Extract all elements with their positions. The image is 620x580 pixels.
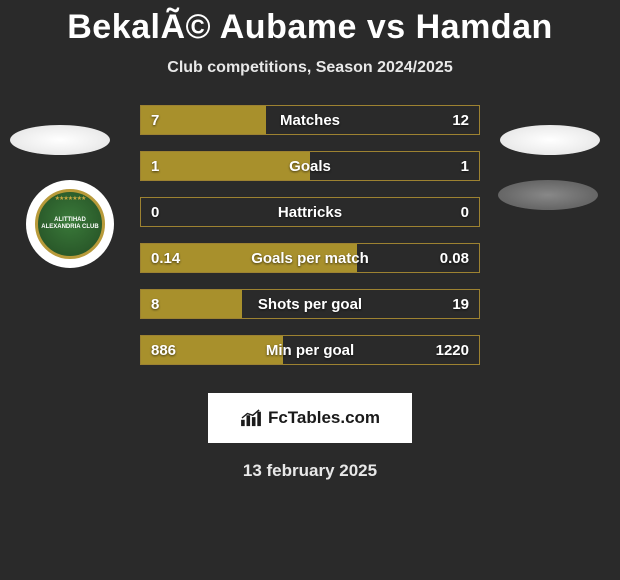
player-photo-right-1 [500,125,600,155]
date-label: 13 february 2025 [0,461,620,481]
bars-container: 7Matches12 1Goals1 0Hattricks0 0.14Goals pe… [140,105,480,381]
club-logo: ★★★★★★★ ALITTIHAD ALEXANDRIA CLUB [26,180,114,268]
bar-value-right: 1220 [436,336,469,364]
club-name: ALITTIHAD ALEXANDRIA CLUB [38,217,102,230]
bar-value-right: 0.08 [440,244,469,272]
bar-label: Hattricks [141,198,479,226]
bar-value-right: 0 [461,198,469,226]
brand-text: FcTables.com [268,408,380,428]
bar-label: Goals per match [141,244,479,272]
bar-label: Shots per goal [141,290,479,318]
bar-row: 1Goals1 [140,151,480,181]
bar-label: Min per goal [141,336,479,364]
bar-value-right: 19 [452,290,469,318]
brand-badge: FcTables.com [208,393,412,443]
bar-value-right: 1 [461,152,469,180]
bar-row: 0Hattricks0 [140,197,480,227]
page-title: BekalÃ© Aubame vs Hamdan [0,0,620,47]
subtitle: Club competitions, Season 2024/2025 [0,59,620,77]
bar-value-right: 12 [452,106,469,134]
comparison-chart: ★★★★★★★ ALITTIHAD ALEXANDRIA CLUB 7Match… [0,105,620,375]
bar-row: 0.14Goals per match0.08 [140,243,480,273]
club-stars-icon: ★★★★★★★ [55,195,86,202]
bar-label: Goals [141,152,479,180]
brand-chart-icon [240,409,262,427]
player-photo-left [10,125,110,155]
player-photo-right-2 [498,180,598,210]
bar-label: Matches [141,106,479,134]
bar-row: 7Matches12 [140,105,480,135]
bar-row: 886Min per goal1220 [140,335,480,365]
bar-row: 8Shots per goal19 [140,289,480,319]
